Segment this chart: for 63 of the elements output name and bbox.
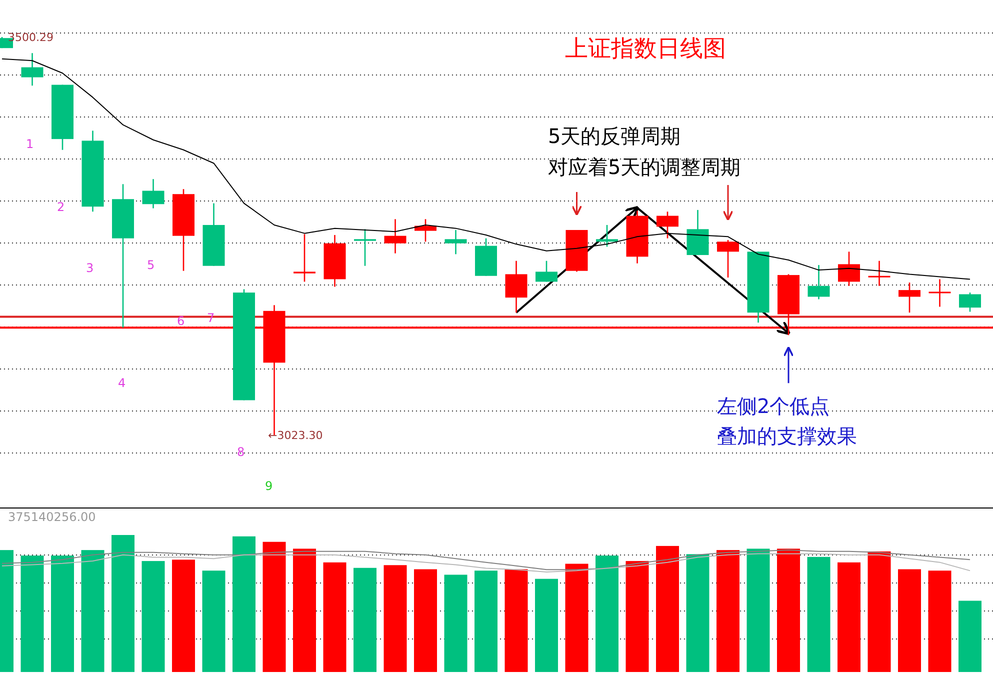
annotation: 4 (118, 376, 126, 390)
candlestick (838, 251, 860, 287)
candlestick (898, 282, 920, 314)
chart-title: 上证指数日线图 (565, 36, 726, 62)
bar (898, 569, 921, 672)
bar (504, 569, 528, 672)
candlestick (21, 52, 44, 86)
candlestick (444, 229, 467, 255)
bar (51, 556, 74, 672)
annotation: 5 (147, 258, 155, 272)
bar (414, 569, 437, 672)
candlestick (808, 264, 830, 300)
bar (958, 600, 982, 672)
candlestick (717, 239, 739, 278)
bar (838, 562, 860, 672)
annotation: 叠加的支撑效果 (717, 424, 857, 448)
candlestick (294, 234, 316, 282)
candlestick (142, 178, 164, 209)
bar (807, 556, 830, 672)
bar (596, 556, 618, 672)
bar (232, 536, 256, 672)
annotation: 1 (26, 137, 34, 151)
bar (20, 556, 44, 672)
text: 9 (265, 479, 273, 493)
bar (716, 550, 740, 672)
bar (81, 550, 104, 672)
candlestick (384, 218, 406, 254)
bar (142, 561, 165, 672)
bar (474, 570, 498, 672)
candlestick (354, 228, 376, 267)
bar (656, 546, 679, 672)
bar (686, 554, 710, 672)
bar (444, 574, 468, 672)
bar (626, 561, 649, 672)
candlestick (868, 260, 890, 287)
bar (868, 551, 891, 672)
bar (928, 570, 952, 672)
annotation: 5天的反弹周期 (548, 124, 681, 148)
bar (777, 548, 800, 672)
bar (262, 542, 286, 672)
bar (293, 548, 316, 672)
annotation: 3500.29 (8, 31, 54, 44)
candlestick (928, 278, 951, 308)
bar (746, 548, 770, 672)
bar (354, 568, 376, 672)
bar (535, 578, 558, 672)
bar (565, 564, 588, 672)
annotation: 3 (86, 261, 94, 275)
candlestick (959, 292, 981, 312)
candlestick (656, 210, 678, 239)
annotation: 对应着5天的调整周期 (548, 155, 741, 179)
annotation: 左侧2个低点 (717, 394, 830, 418)
annotation: 2 (57, 200, 65, 214)
bar (384, 565, 407, 672)
bar (202, 570, 226, 672)
bar (112, 535, 134, 672)
bar (323, 562, 346, 672)
candlestick (414, 218, 436, 242)
annotation: 6 (177, 314, 185, 328)
annotation: ←3023.30 (268, 429, 323, 442)
bar (172, 560, 195, 672)
text: 375140256.00 (8, 510, 96, 524)
text: 8 (237, 445, 245, 459)
